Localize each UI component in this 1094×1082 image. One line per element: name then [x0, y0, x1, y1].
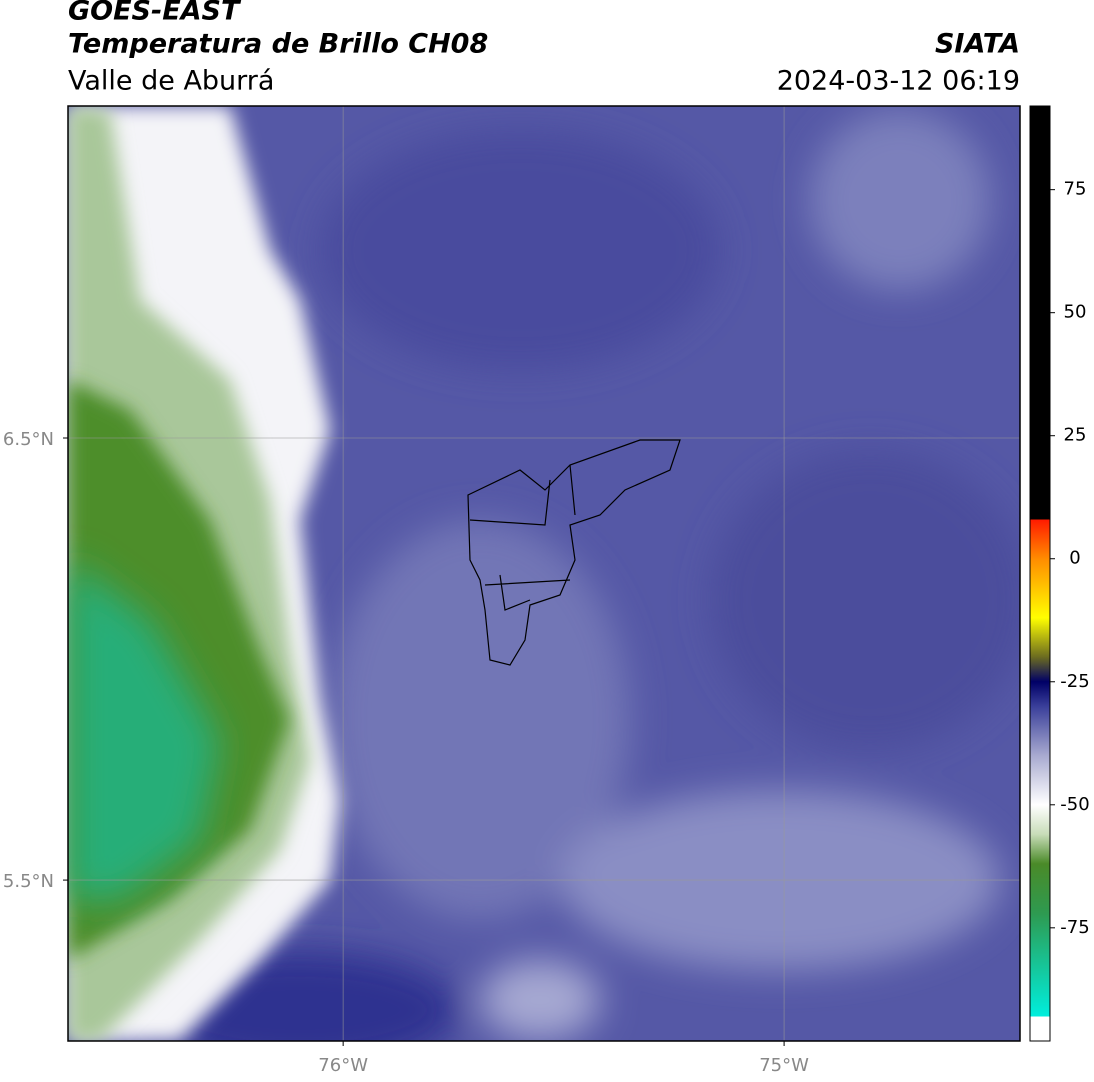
- region: Valle de Aburrá: [68, 66, 274, 97]
- map-imagery: [68, 106, 1020, 1041]
- title: GOES-EAST: [68, 0, 242, 27]
- lon-label: 75°W: [759, 1055, 809, 1076]
- colorbar-bar: [1029, 105, 1051, 1042]
- lon-label: 76°W: [318, 1055, 368, 1076]
- datetime: 2024-03-12 06:19: [777, 66, 1020, 97]
- colorbar-label: 50: [1064, 302, 1087, 323]
- source: SIATA: [935, 29, 1020, 60]
- map-frame: [67, 105, 1021, 1042]
- colorbar: 75 50 25 0 -25 -50 -75: [1029, 105, 1090, 1042]
- subtitle: Temperatura de Brillo CH08: [68, 29, 488, 60]
- colorbar-label: -25: [1060, 671, 1089, 692]
- colorbar-label: -50: [1060, 794, 1089, 815]
- colorbar-label: 25: [1064, 425, 1087, 446]
- colorbar-label: 0: [1069, 548, 1080, 569]
- colorbar-label: 75: [1064, 179, 1087, 200]
- lat-label: 5.5°N: [3, 871, 54, 892]
- municipal-boundaries: [467, 439, 681, 666]
- grid: 6.5°N 5.5°N 76°W 75°W: [3, 106, 1020, 1076]
- lat-label: 6.5°N: [3, 429, 54, 450]
- colorbar-label: -75: [1060, 917, 1089, 938]
